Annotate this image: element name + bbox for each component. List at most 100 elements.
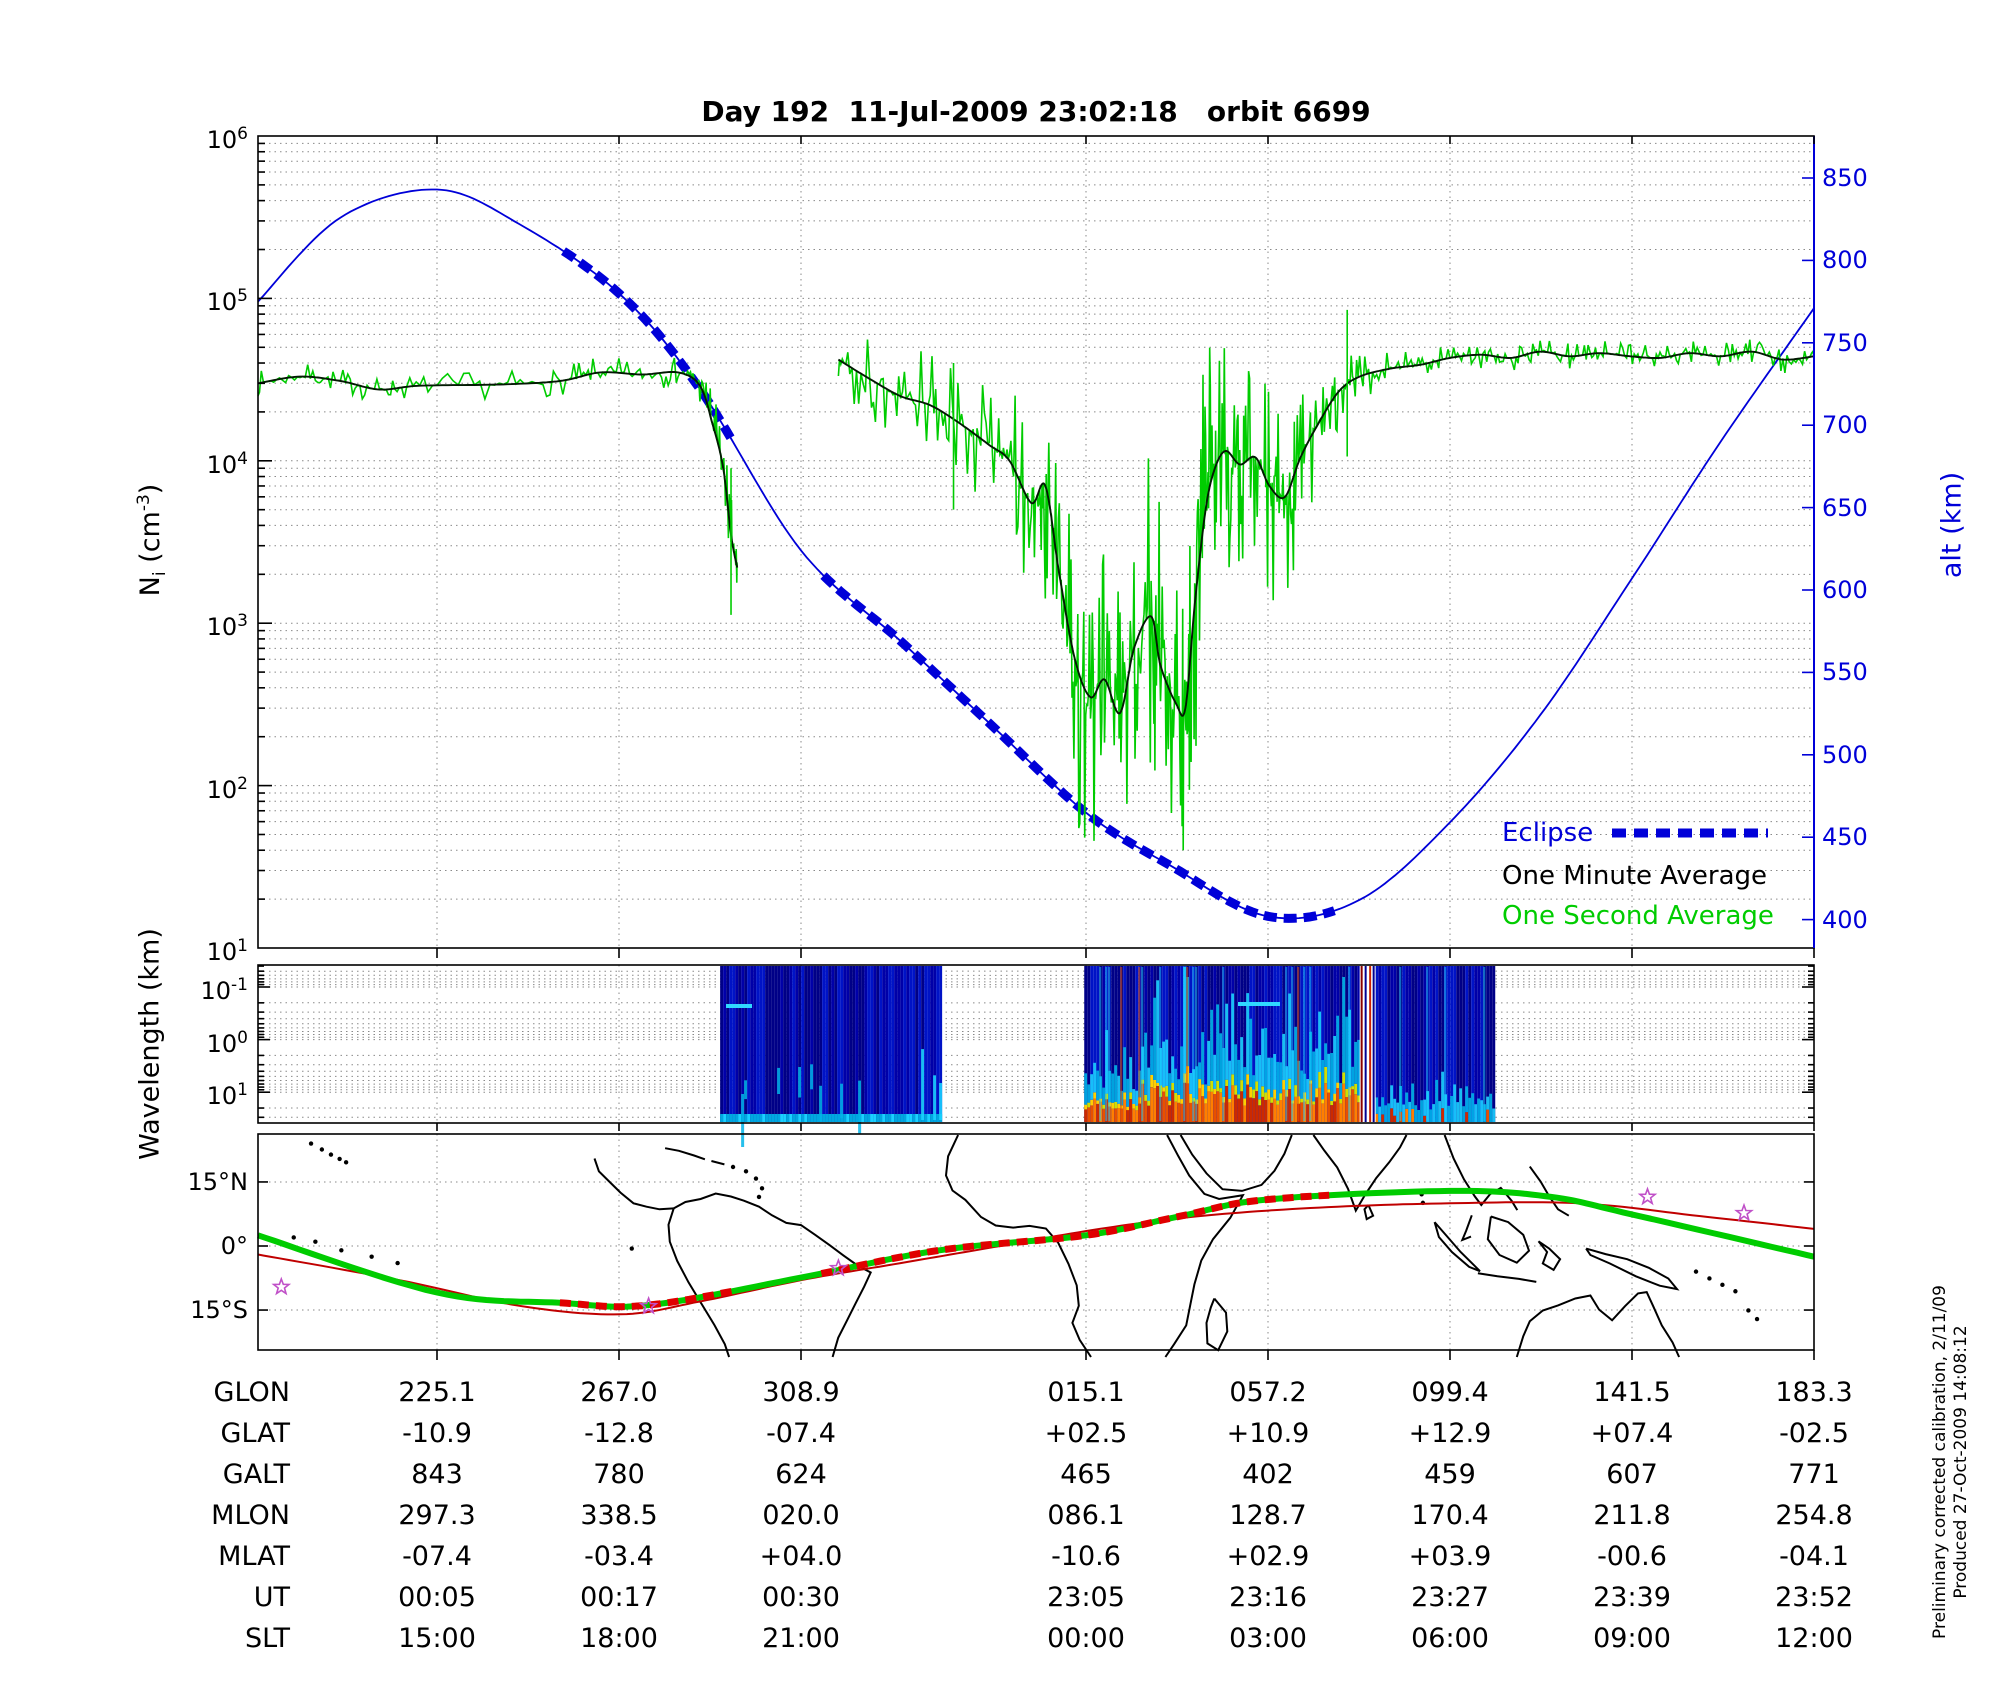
altitude-tick-label: 600 xyxy=(1822,576,1868,604)
table-cell-glat-3: -07.4 xyxy=(766,1418,836,1449)
latitude-tick-label: 15°N xyxy=(187,1167,249,1196)
table-cell-mlon-7: 211.8 xyxy=(1593,1500,1671,1531)
table-cell-mlon-4: 086.1 xyxy=(1047,1500,1125,1531)
table-cell-glat-6: +12.9 xyxy=(1408,1418,1492,1449)
panel-frames xyxy=(257,135,1815,1360)
table-cell-mlon-2: 338.5 xyxy=(580,1500,658,1531)
density-tick-label: 104 xyxy=(206,448,248,479)
coast-island-dot xyxy=(756,1194,762,1200)
table-cell-mlon-6: 170.4 xyxy=(1411,1500,1489,1531)
table-row-label-mlat: MLAT xyxy=(218,1541,290,1572)
table-row-label-glon: GLON xyxy=(213,1377,290,1408)
coast-island-dot xyxy=(319,1147,325,1152)
latitude-tick-label: 15°S xyxy=(190,1296,248,1325)
table-cell-mlon-5: 128.7 xyxy=(1229,1500,1307,1531)
altitude-tick-label: 450 xyxy=(1822,823,1868,852)
coastline-africa-west xyxy=(944,1134,1092,1358)
ground-track-line xyxy=(257,1187,1815,1310)
coastline-sulawesi xyxy=(1537,1240,1562,1272)
coastline-new-guinea xyxy=(1585,1247,1680,1291)
coastline-central-america xyxy=(593,1158,674,1211)
side-note-line-1: Preliminary corrected calibration, 2/11/… xyxy=(1930,1285,1950,1639)
coast-island-dot xyxy=(339,1248,344,1253)
coastline-philippines xyxy=(1528,1166,1570,1217)
coast-island-dot xyxy=(759,1186,765,1191)
coast-island-dot xyxy=(1707,1276,1712,1281)
altitude-curve xyxy=(257,188,1815,920)
coast-island-dot xyxy=(1733,1289,1738,1294)
table-cell-galt-8: 771 xyxy=(1788,1459,1840,1490)
table-cell-mlat-2: -03.4 xyxy=(584,1541,654,1572)
latitude-tick-label: 0° xyxy=(220,1232,248,1260)
coast-island-dot xyxy=(395,1260,400,1266)
one-second-average-curve xyxy=(257,357,738,583)
density-panel-curves xyxy=(257,188,1815,923)
wavelength-panel-frame xyxy=(257,964,1815,1124)
legend-eclipse: Eclipse xyxy=(1502,818,1594,848)
table-row-label-galt: GALT xyxy=(222,1459,290,1490)
table-row-label-mlon: MLON xyxy=(211,1500,290,1531)
table-cell-mlon-1: 297.3 xyxy=(398,1500,476,1531)
table-cell-slt-8: 12:00 xyxy=(1775,1623,1853,1654)
table-cell-mlat-3: +04.0 xyxy=(759,1541,843,1572)
table-cell-slt-1: 15:00 xyxy=(398,1623,476,1654)
table-cell-glat-8: -02.5 xyxy=(1779,1418,1849,1449)
coast-island-dot xyxy=(629,1246,634,1251)
coastline-hispaniola xyxy=(711,1160,725,1166)
table-cell-mlat-7: -00.6 xyxy=(1597,1541,1667,1572)
table-cell-glon-6: 099.4 xyxy=(1411,1377,1489,1408)
coastline-java xyxy=(1477,1272,1537,1283)
table-cell-glat-4: +02.5 xyxy=(1044,1418,1128,1449)
star-marker xyxy=(1734,1202,1754,1222)
table-cell-glon-8: 183.3 xyxy=(1775,1377,1853,1408)
table-cell-ut-6: 23:27 xyxy=(1411,1582,1489,1613)
coastline-madagascar xyxy=(1205,1297,1229,1352)
table-cell-slt-6: 06:00 xyxy=(1411,1623,1489,1654)
table-cell-slt-5: 03:00 xyxy=(1229,1623,1307,1654)
altitude-tick-label: 650 xyxy=(1822,493,1868,522)
table-cell-slt-2: 18:00 xyxy=(580,1623,658,1654)
star-marker xyxy=(271,1276,292,1296)
table-cell-galt-4: 465 xyxy=(1060,1459,1112,1490)
coastline-indochina xyxy=(1443,1134,1519,1211)
altitude-tick-label: 850 xyxy=(1822,164,1868,192)
table-cell-galt-5: 402 xyxy=(1242,1459,1294,1490)
side-note-line-2: Produced 27-Oct-2009 14:08:12 xyxy=(1951,1325,1971,1599)
altitude-axis-label: alt (km) xyxy=(1936,471,1968,579)
coastline-sri-lanka xyxy=(1363,1204,1375,1221)
altitude-tick-label: 400 xyxy=(1822,905,1868,934)
table-cell-mlat-5: +02.9 xyxy=(1226,1541,1310,1572)
coast-island-dot xyxy=(1693,1269,1699,1274)
table-cell-slt-7: 09:00 xyxy=(1593,1623,1671,1654)
table-cell-ut-2: 00:17 xyxy=(580,1582,658,1613)
coastline-borneo xyxy=(1486,1215,1531,1264)
table-cell-galt-6: 459 xyxy=(1424,1459,1476,1490)
table-cell-ut-7: 23:39 xyxy=(1593,1582,1671,1613)
table-row-label-glat: GLAT xyxy=(220,1418,290,1449)
table-row-label-slt: SLT xyxy=(245,1623,290,1654)
wavelength-tick-label: 10-1 xyxy=(200,975,249,1005)
wavelength-tick-label: 101 xyxy=(206,1080,248,1111)
coast-island-dot xyxy=(343,1160,349,1165)
table-cell-slt-3: 21:00 xyxy=(762,1623,840,1654)
table-row-label-ut: UT xyxy=(253,1582,290,1613)
table-cell-ut-4: 23:05 xyxy=(1047,1582,1125,1613)
coast-island-dot xyxy=(743,1169,749,1174)
coast-island-dot xyxy=(328,1152,334,1157)
table-cell-mlat-6: +03.9 xyxy=(1408,1541,1492,1572)
coast-island-dot xyxy=(1754,1316,1760,1322)
table-cell-ut-8: 23:52 xyxy=(1775,1582,1853,1613)
altitude-tick-label: 550 xyxy=(1822,658,1868,687)
table-cell-glon-4: 015.1 xyxy=(1047,1377,1125,1408)
coast-island-dot xyxy=(337,1156,342,1162)
wavelength-spectrogram xyxy=(720,966,1496,1147)
coastline-arabia xyxy=(1179,1134,1293,1192)
star-marker xyxy=(1637,1186,1658,1206)
table-cell-glon-2: 267.0 xyxy=(580,1377,658,1408)
altitude-tick-label: 700 xyxy=(1822,411,1868,440)
eclipse-dashes xyxy=(820,572,1336,923)
table-cell-mlat-1: -07.4 xyxy=(402,1541,472,1572)
coastline-india xyxy=(1312,1134,1408,1213)
density-tick-label: 101 xyxy=(206,936,248,966)
